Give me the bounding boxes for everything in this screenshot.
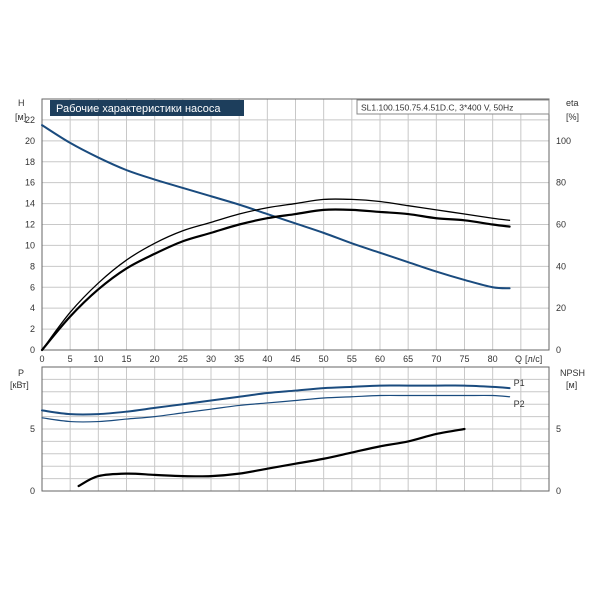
y-tick-label: 22 <box>25 115 35 125</box>
y-tick-label: 10 <box>25 240 35 250</box>
y-axis-label-p: P <box>18 368 24 378</box>
x-tick-label: 35 <box>234 354 244 364</box>
y-tick-label: 8 <box>30 261 35 271</box>
x-tick-label: 75 <box>459 354 469 364</box>
x-tick-label: 60 <box>375 354 385 364</box>
power-curve-p2 <box>41 394 511 423</box>
x-tick-label: 10 <box>93 354 103 364</box>
y-tick-label: 2 <box>30 324 35 334</box>
y-tick-label: 6 <box>30 282 35 292</box>
x-tick-label: 0 <box>39 354 44 364</box>
top-panel-grid <box>41 98 550 351</box>
y-tick-label: 4 <box>30 303 35 313</box>
bottom-y-tick-labels: 05 <box>30 424 35 496</box>
y2-axis-unit-npsh: [м] <box>566 380 577 390</box>
npsh-curve <box>77 427 466 488</box>
top-panel-frame <box>41 98 550 351</box>
x-tick-label: 45 <box>290 354 300 364</box>
y-axis-unit-h: [м] <box>15 112 26 122</box>
y2-axis-label-npsh: NPSH <box>560 368 585 378</box>
x-tick-label: 5 <box>68 354 73 364</box>
y-tick-label: 20 <box>25 136 35 146</box>
y2-tick-label: 0 <box>556 345 561 355</box>
model-label-box <box>356 99 550 115</box>
bottom-panel-series <box>41 384 511 488</box>
x-tick-label: 80 <box>488 354 498 364</box>
x-tick-label: 20 <box>150 354 160 364</box>
series-label-p2: P2 <box>514 399 525 409</box>
model-label: SL1.100.150.75.4.51D.C, 3*400 V, 50Hz <box>361 103 513 113</box>
top-y-tick-labels: 0 2 4 6 8 10 12 14 16 18 20 22 <box>25 115 35 355</box>
series-label-p1: P1 <box>514 378 525 388</box>
y-tick-label: 12 <box>25 220 35 230</box>
chart-title: Рабочие характеристики насоса <box>56 103 221 115</box>
x-tick-label: 50 <box>319 354 329 364</box>
head-curve <box>41 124 511 290</box>
y-tick-label: 14 <box>25 199 35 209</box>
x-tick-label: 40 <box>262 354 272 364</box>
y2-tick-label: 100 <box>556 136 571 146</box>
x-tick-label: 65 <box>403 354 413 364</box>
efficiency-curve-1 <box>41 198 511 351</box>
x-tick-label: 70 <box>431 354 441 364</box>
y2-tick-label: 80 <box>556 178 566 188</box>
efficiency-curve-2 <box>40 208 511 352</box>
x-tick-label: 25 <box>178 354 188 364</box>
y-tick-label: 18 <box>25 157 35 167</box>
x-axis-label-q: Q <box>515 354 522 364</box>
y-axis-unit-p: [кВт] <box>10 380 29 390</box>
y2-axis-unit-eta: [%] <box>566 112 579 122</box>
y2-tick-label: 20 <box>556 303 566 313</box>
chart-title-box <box>50 100 244 116</box>
y2-axis-label-eta: eta <box>566 98 579 108</box>
top-y2-tick-labels: 0 20 40 60 80 100 <box>556 136 571 355</box>
y-tick-label: 16 <box>25 178 35 188</box>
x-tick-label: 55 <box>347 354 357 364</box>
y2-tick-label: 60 <box>556 220 566 230</box>
y2-tick-label: 40 <box>556 261 566 271</box>
top-panel-series <box>40 124 511 352</box>
bottom-series-labels: P1 P2 <box>514 378 525 409</box>
x-tick-label: 15 <box>121 354 131 364</box>
y2-tick-label: 5 <box>556 424 561 434</box>
y2-tick-label: 0 <box>556 486 561 496</box>
power-curve-p1 <box>41 384 511 416</box>
y-tick-label: 0 <box>30 486 35 496</box>
x-tick-labels: 0 5 10 15 20 25 30 35 40 45 50 55 60 65 70 75 80 <box>39 354 497 364</box>
bottom-panel-frame <box>41 366 550 492</box>
y-axis-label-h: H <box>18 98 25 108</box>
y-tick-label: 0 <box>30 345 35 355</box>
y-tick-label: 5 <box>30 424 35 434</box>
x-tick-label: 30 <box>206 354 216 364</box>
x-axis-unit-q: [л/с] <box>525 354 542 364</box>
bottom-y2-tick-labels: 05 <box>556 424 561 496</box>
